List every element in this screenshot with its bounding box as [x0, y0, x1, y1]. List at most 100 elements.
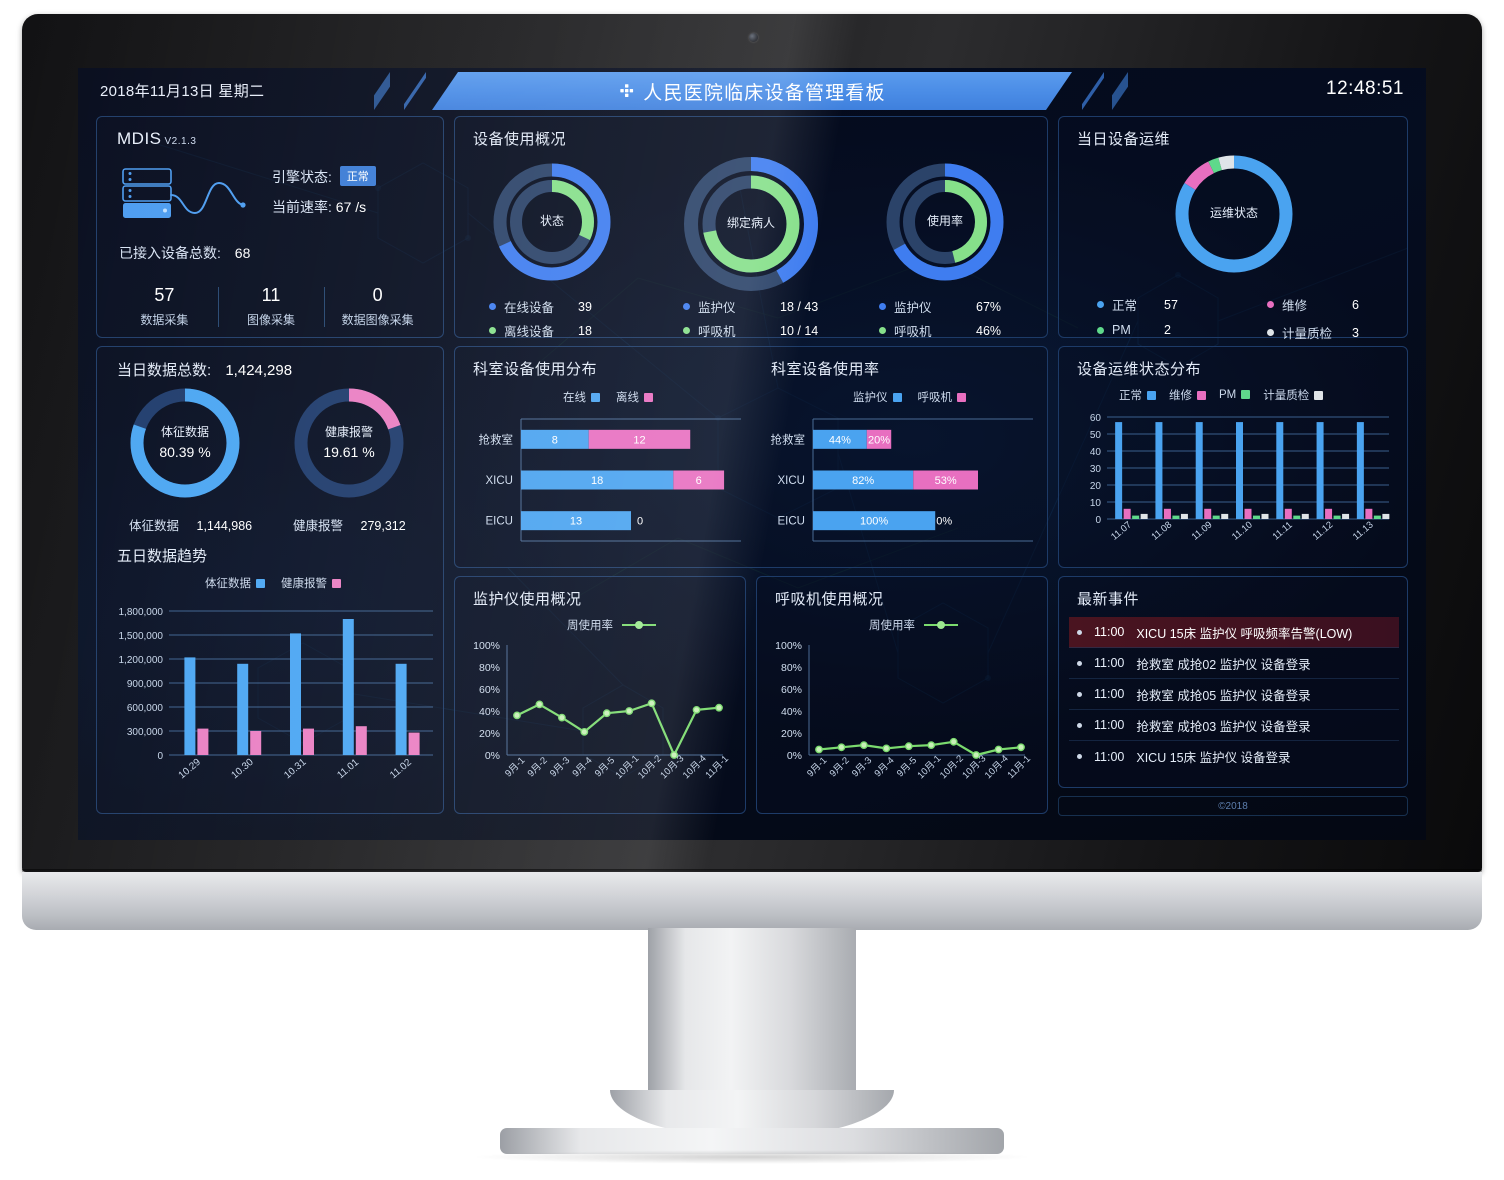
legend-item: 监护仪 [853, 389, 902, 405]
legend-dot-icon [1097, 301, 1104, 308]
svg-text:80%: 80% [781, 662, 802, 674]
stat-label: 数据图像采集 [341, 313, 414, 327]
event-row[interactable]: 11:00 XICU 15床 监护仪 设备登录 [1069, 741, 1399, 772]
ops-dist-legend: 正常 维修 PM 计量质检 [1119, 387, 1324, 403]
health-alert-footer: 健康报警 279,312 [293, 515, 406, 534]
event-row[interactable]: 11:00 抢救室 成抢05 监护仪 设备登录 [1069, 679, 1399, 710]
svg-text:11.08: 11.08 [1149, 519, 1174, 542]
svg-text:6: 6 [696, 475, 702, 487]
panel-daily-total: 当日数据总数: 1,424,298 体征数据 80.39 % 体征数据 1,1 [96, 346, 444, 814]
legend-item: 周使用率 [567, 617, 657, 633]
event-time: 11:00 [1094, 625, 1125, 639]
svg-text:10月-1: 10月-1 [613, 753, 641, 781]
header-deco-right-far [1112, 72, 1128, 110]
trend-legend-item: 体征数据 [205, 575, 265, 591]
legend-dot-icon [683, 303, 690, 310]
svg-text:11.11: 11.11 [1271, 520, 1295, 543]
trend-title: 五日数据趋势 [117, 548, 208, 565]
chin-shadow [22, 869, 1482, 874]
header-banner: 人民医院临床设备管理看板 [432, 72, 1072, 110]
svg-text:EICU: EICU [778, 516, 805, 528]
daily-total-label: 当日数据总数: [117, 362, 212, 379]
svg-text:抢救室: 抢救室 [771, 432, 806, 446]
svg-text:50: 50 [1090, 430, 1102, 441]
trend-legend-label: 健康报警 [281, 578, 327, 590]
vital-data-label: 体征数据 [129, 519, 180, 533]
trend-legend: 体征数据 健康报警 [205, 575, 341, 591]
legend-dot-icon [879, 303, 886, 310]
footer-copyright: ©2018 [1218, 800, 1248, 812]
engine-status-badge: 正常 [339, 166, 376, 186]
donut-bound-patients: 绑定病人 [677, 150, 825, 298]
event-row[interactable]: 11:00 XICU 15床 监护仪 呼吸频率告警(LOW) [1069, 617, 1399, 648]
svg-text:40%: 40% [781, 706, 802, 718]
legend-label: PM [1219, 389, 1237, 401]
trend-legend-item: 健康报警 [281, 575, 341, 591]
event-row[interactable]: 11:00 抢救室 成抢02 监护仪 设备登录 [1069, 648, 1399, 679]
mdis-product-name: MDIS V2.1.3 [117, 129, 196, 149]
legend-label: 计量质检 [1263, 390, 1310, 402]
legend-swatch-icon [332, 579, 341, 588]
stat-item: 0 数据图像采集 [324, 285, 431, 328]
svg-text:10月-4: 10月-4 [983, 753, 1011, 781]
panel-vent-usage: 呼吸机使用概况 周使用率 100% 80% 60% 40% 20% 0% 9月-1 9月-2 9… [756, 576, 1048, 814]
dashboard: 2018年11月13日 星期二 人民医院临床 [78, 68, 1426, 840]
event-row[interactable]: 11:00 抢救室 成抢03 监护仪 设备登录 [1069, 710, 1399, 741]
stat-label: 数据采集 [140, 313, 189, 327]
event-time: 11:00 [1094, 687, 1125, 701]
event-text: 抢救室 成抢02 监护仪 设备登录 [1136, 657, 1311, 672]
footer: ©2018 [1058, 796, 1408, 816]
panel-title-daily-ops: 当日设备运维 [1077, 131, 1171, 148]
legend-name: 呼吸机 [698, 325, 736, 339]
total-devices-label: 已接入设备总数: [119, 245, 221, 261]
svg-text:XICU: XICU [486, 475, 513, 487]
svg-text:60%: 60% [479, 684, 500, 696]
legend-item: PM [1219, 389, 1251, 401]
legend-item: 离线 [616, 389, 653, 405]
event-bullet-icon [1077, 691, 1082, 697]
legend-value: 39 [578, 299, 592, 314]
svg-text:11月-1: 11月-1 [704, 754, 731, 781]
vent-line-chart: 100%80%60%40%20%0% 9月-19月-29月-39月-49月-510… [775, 640, 1033, 781]
svg-text:100%: 100% [473, 640, 500, 652]
svg-text:9月-1: 9月-1 [805, 755, 829, 779]
legend-row: 呼吸机 46% [879, 321, 1001, 340]
legend-label: 监护仪 [853, 392, 888, 404]
legend-row: 在线设备 39 [489, 297, 592, 316]
panel-title-usage: 设备使用概况 [473, 131, 567, 148]
legend-swatch-icon [644, 393, 653, 402]
dashboard-title: 人民医院临床设备管理看板 [643, 82, 886, 104]
svg-text:11.13: 11.13 [1351, 519, 1376, 542]
header-clock: 12:48:51 [1326, 78, 1404, 99]
webcam-icon [749, 33, 758, 42]
svg-text:82%: 82% [852, 475, 874, 487]
monitor-stand-neck [648, 928, 856, 1118]
legend-value: 18 / 43 [780, 299, 819, 314]
legend-swatch-icon [1314, 391, 1324, 400]
svg-text:11.12: 11.12 [1311, 519, 1336, 542]
svg-text:11.01: 11.01 [335, 757, 361, 781]
legend-value: 18 [578, 323, 592, 338]
legend-name: 计量质检 [1282, 327, 1333, 341]
legend-swatch-icon [1147, 391, 1156, 400]
current-rate-value: 67 /s [335, 199, 367, 215]
svg-text:60%: 60% [781, 684, 802, 696]
event-text: XICU 15床 监护仪 设备登录 [1136, 751, 1291, 765]
monitor-line-chart: 100%80%60%40%20%0% 9月-19月-29月-39月-49月-510… [473, 640, 731, 781]
svg-text:100%: 100% [775, 640, 802, 652]
svg-text:80%: 80% [479, 662, 500, 674]
svg-text:20%: 20% [868, 434, 890, 446]
legend-row: 监护仪 67% [879, 297, 1001, 316]
legend-row: 呼吸机 10 / 14 [683, 321, 818, 340]
legend-item: 维修 [1169, 387, 1206, 403]
legend-row: 监护仪 18 / 43 [683, 297, 818, 316]
event-bullet-icon [1077, 629, 1082, 635]
svg-text:300,000: 300,000 [127, 727, 164, 738]
svg-text:10月-2: 10月-2 [636, 753, 664, 781]
legend-swatch-icon [892, 393, 902, 402]
legend-name: PM [1112, 323, 1131, 337]
event-text: 抢救室 成抢03 监护仪 设备登录 [1136, 719, 1311, 734]
events-list[interactable]: 11:00 XICU 15床 监护仪 呼吸频率告警(LOW) 11:00 抢救室 成抢… [1069, 617, 1399, 772]
vent-legend: 周使用率 [869, 617, 959, 633]
